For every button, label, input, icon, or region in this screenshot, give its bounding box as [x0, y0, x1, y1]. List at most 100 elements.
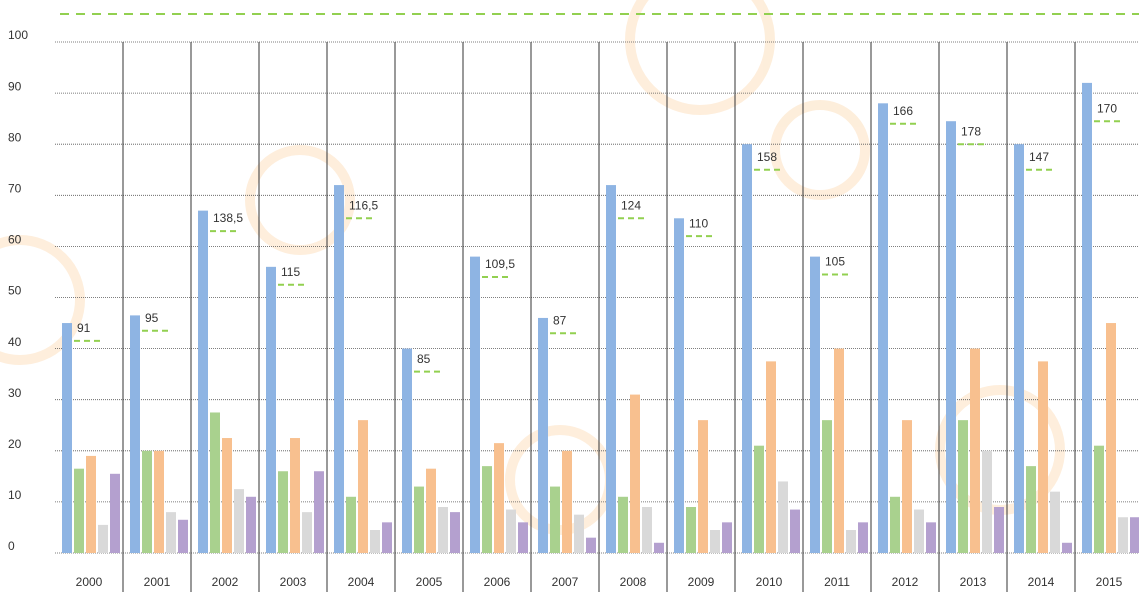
bar [198, 210, 208, 553]
y-tick-label: 10 [8, 488, 22, 502]
bar [370, 530, 380, 553]
bar [142, 450, 152, 553]
bar [178, 519, 188, 553]
bar [742, 144, 752, 553]
bar [586, 537, 596, 553]
bar [674, 218, 684, 554]
bar [346, 496, 356, 553]
bar [62, 323, 72, 553]
bar [1130, 517, 1139, 553]
bar [334, 185, 344, 553]
bar [482, 466, 492, 553]
x-tick-label: 2012 [892, 575, 919, 589]
annotation: 138,5 [213, 211, 243, 225]
bar [210, 412, 220, 553]
annotation: 87 [553, 313, 567, 327]
bar [86, 455, 96, 553]
y-tick-label: 20 [8, 437, 22, 451]
bar [766, 361, 776, 553]
bar [278, 471, 288, 553]
bar [358, 420, 368, 553]
bar [290, 438, 300, 553]
bar [926, 522, 936, 553]
bar [518, 522, 528, 553]
bar [970, 348, 980, 553]
bar [246, 496, 256, 553]
y-tick-label: 70 [8, 181, 22, 195]
x-tick-label: 2002 [212, 575, 239, 589]
bar [550, 486, 560, 553]
bar [1106, 323, 1116, 553]
bar [98, 524, 108, 553]
bar [698, 420, 708, 553]
bar [834, 348, 844, 553]
bar [810, 256, 820, 553]
bar [846, 530, 856, 553]
y-tick-label: 80 [8, 130, 22, 144]
annotation: 166 [893, 104, 913, 118]
bar [890, 496, 900, 553]
y-tick-label: 30 [8, 386, 22, 400]
bar [1050, 491, 1060, 553]
x-tick-label: 2007 [552, 575, 579, 589]
bar [74, 468, 84, 553]
bar [878, 103, 888, 553]
x-tick-label: 2015 [1096, 575, 1123, 589]
bar [722, 522, 732, 553]
bar [438, 507, 448, 553]
bar [562, 450, 572, 553]
bar [166, 512, 176, 553]
bar [1062, 542, 1072, 553]
bar [654, 542, 664, 553]
bar [946, 121, 956, 553]
bar [1118, 517, 1128, 553]
bar [858, 522, 868, 553]
y-tick-label: 50 [8, 284, 22, 298]
x-tick-label: 2004 [348, 575, 375, 589]
annotation: 110 [689, 216, 708, 230]
annotation: 95 [145, 311, 159, 325]
y-tick-label: 100 [8, 28, 28, 42]
bar [154, 450, 164, 553]
bar [450, 512, 460, 553]
x-tick-label: 2011 [824, 575, 850, 589]
annotation: 170 [1097, 101, 1117, 115]
x-tick-label: 2010 [756, 575, 783, 589]
bar [470, 256, 480, 553]
bar [222, 438, 232, 553]
bar [686, 507, 696, 553]
bar [414, 486, 424, 553]
bar [754, 445, 764, 553]
bar [302, 512, 312, 553]
bar [1038, 361, 1048, 553]
bar [630, 394, 640, 553]
bar [778, 481, 788, 553]
y-tick-label: 40 [8, 335, 22, 349]
x-tick-label: 2005 [416, 575, 443, 589]
annotation: 115 [281, 265, 300, 279]
x-tick-label: 2006 [484, 575, 511, 589]
bar [822, 420, 832, 553]
bar [538, 317, 548, 553]
bar [1026, 466, 1036, 553]
annotation: 105 [825, 255, 845, 269]
x-tick-label: 2013 [960, 575, 987, 589]
x-tick-label: 2009 [688, 575, 715, 589]
bar [790, 509, 800, 553]
bar [642, 507, 652, 553]
annotation: 124 [621, 198, 641, 212]
bar [314, 471, 324, 553]
bar [1014, 144, 1024, 553]
bar [382, 522, 392, 553]
bar [902, 420, 912, 553]
bar [1082, 82, 1092, 553]
bar [710, 530, 720, 553]
x-tick-label: 2000 [76, 575, 103, 589]
y-tick-label: 0 [8, 539, 15, 553]
annotation: 109,5 [485, 257, 515, 271]
annotation: 147 [1029, 150, 1049, 164]
bar [266, 266, 276, 553]
bar [110, 473, 120, 553]
bar [130, 315, 140, 553]
